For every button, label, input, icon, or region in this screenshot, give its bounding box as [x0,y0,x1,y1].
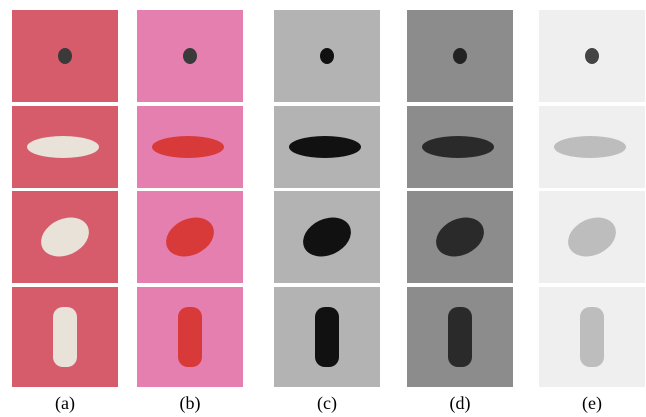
grain [183,48,197,64]
figure: (a) (b) (c) (d) (e) [0,0,646,417]
grain [58,48,72,64]
grain [27,136,99,158]
grain [422,136,494,158]
grain [178,307,202,367]
panel-label: (b) [180,393,201,414]
panel-label: (e) [582,393,602,414]
panel-label: (c) [317,393,337,414]
grain [554,136,626,158]
grain [453,48,467,64]
grain [289,136,361,158]
grain [53,307,77,367]
grain [152,136,224,158]
grain [585,48,599,64]
grain [320,48,334,64]
grain [315,307,339,367]
grain [580,307,604,367]
panel-label: (d) [450,393,471,414]
panel-label: (a) [55,393,75,414]
grain [448,307,472,367]
